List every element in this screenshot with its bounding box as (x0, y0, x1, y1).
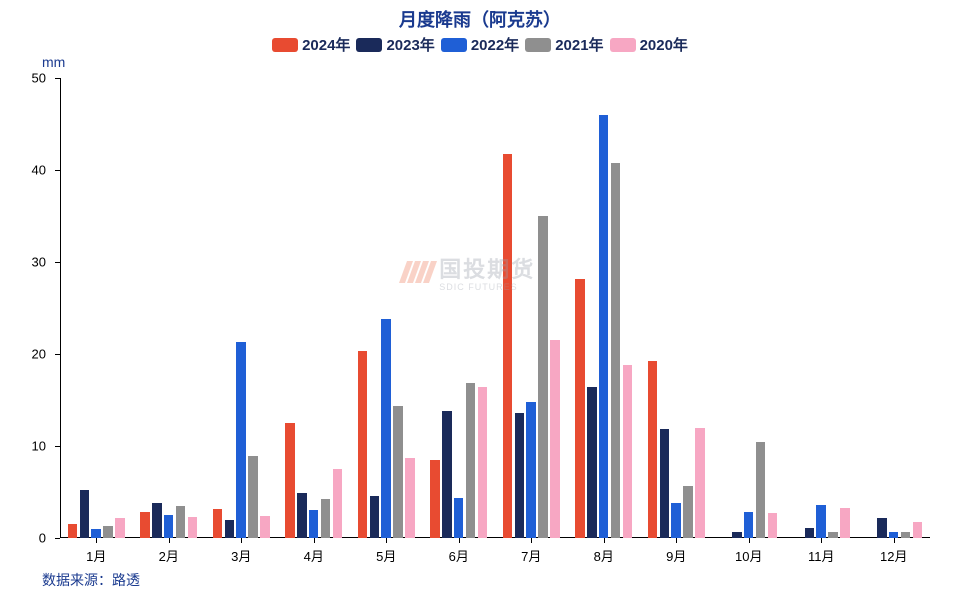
xtick-label: 1月 (86, 538, 106, 565)
bar (671, 503, 681, 538)
ytick-label: 40 (32, 163, 60, 178)
bar (236, 342, 246, 538)
bar (660, 429, 670, 538)
bar (648, 361, 658, 538)
bar (877, 518, 887, 538)
bar (538, 216, 548, 538)
bar (683, 486, 693, 538)
bar (164, 515, 174, 538)
xtick-label: 8月 (594, 538, 614, 565)
legend: 2024年 2023年 2022年 2021年 2020年 (0, 34, 960, 55)
bar (188, 517, 198, 538)
y-axis-label: mm (42, 54, 65, 70)
y-axis-line (60, 78, 61, 538)
bar (744, 512, 754, 538)
bar (213, 509, 223, 538)
bar (503, 154, 513, 538)
bar (103, 526, 113, 538)
legend-item: 2022年 (441, 34, 519, 55)
xtick-label: 9月 (666, 538, 686, 565)
bar (430, 460, 440, 538)
xtick-label: 12月 (880, 538, 907, 565)
bar (91, 529, 101, 538)
bar (358, 351, 368, 538)
bar (478, 387, 488, 538)
xtick-label: 4月 (304, 538, 324, 565)
xtick-label: 11月 (808, 538, 835, 565)
legend-item: 2024年 (272, 34, 350, 55)
bar (732, 532, 742, 538)
bar (623, 365, 633, 538)
watermark-stripes-icon (403, 261, 433, 283)
bar (176, 506, 186, 538)
xtick-label: 6月 (449, 538, 469, 565)
plot-area: 010203040501月2月3月4月5月6月7月8月9月10月11月12月 (60, 78, 930, 538)
xtick-label: 3月 (231, 538, 251, 565)
legend-label: 2023年 (386, 34, 434, 55)
legend-item: 2020年 (610, 34, 688, 55)
legend-swatch (356, 38, 382, 52)
bar (587, 387, 597, 538)
ytick-label: 50 (32, 71, 60, 86)
bar (828, 532, 838, 538)
bar (889, 532, 899, 538)
xtick-label: 7月 (521, 538, 541, 565)
bar (913, 522, 923, 538)
bar (152, 503, 162, 538)
bar (297, 493, 307, 538)
bar (442, 411, 452, 538)
bar (805, 528, 815, 538)
legend-label: 2020年 (640, 34, 688, 55)
bar (695, 428, 705, 538)
bar (550, 340, 560, 538)
bar (333, 469, 343, 538)
bar (321, 499, 331, 538)
legend-swatch (610, 38, 636, 52)
ytick-label: 0 (39, 531, 60, 546)
bar (454, 498, 464, 538)
bar (309, 510, 319, 538)
ytick-label: 30 (32, 255, 60, 270)
bar (901, 532, 911, 538)
legend-item: 2023年 (356, 34, 434, 55)
xtick-label: 5月 (376, 538, 396, 565)
xtick-label: 2月 (159, 538, 179, 565)
bar (285, 423, 295, 538)
ytick-label: 20 (32, 347, 60, 362)
bar (115, 518, 125, 538)
bar (575, 279, 585, 538)
legend-swatch (441, 38, 467, 52)
bar (381, 319, 391, 538)
bar (768, 513, 778, 538)
ytick-label: 10 (32, 439, 60, 454)
legend-label: 2021年 (555, 34, 603, 55)
bar (248, 456, 258, 538)
bar (466, 383, 476, 538)
bar (370, 496, 380, 538)
bar (393, 406, 403, 538)
legend-label: 2024年 (302, 34, 350, 55)
bar (840, 508, 850, 538)
legend-item: 2021年 (525, 34, 603, 55)
bar (405, 458, 415, 538)
watermark-cn: 国投期货 (439, 252, 535, 284)
bar (225, 520, 235, 538)
bar (611, 163, 621, 538)
xtick-label: 10月 (735, 538, 762, 565)
bar (140, 512, 150, 538)
legend-swatch (525, 38, 551, 52)
legend-label: 2022年 (471, 34, 519, 55)
bar (80, 490, 90, 538)
bar (526, 402, 536, 538)
watermark: 国投期货 SDIC FUTURES (403, 252, 535, 292)
bar (260, 516, 270, 538)
legend-swatch (272, 38, 298, 52)
bar (816, 505, 826, 538)
chart-title: 月度降雨（阿克苏） (0, 0, 960, 32)
bar (515, 413, 525, 538)
bar (599, 115, 609, 538)
data-source: 数据来源：路透 (42, 570, 140, 590)
bar (68, 524, 78, 538)
bar (756, 442, 766, 538)
